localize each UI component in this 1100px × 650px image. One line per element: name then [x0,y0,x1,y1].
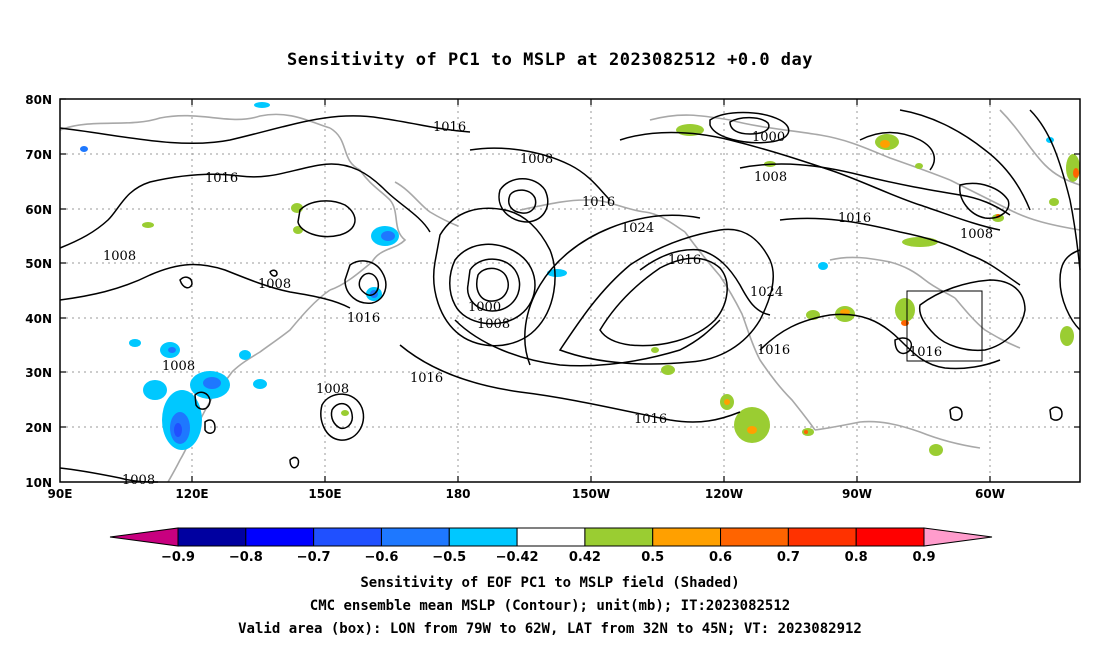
contour-labels: 1016 1016 1008 1008 1008 1016 1008 1008 … [103,120,993,488]
contour-label: 1024 [750,285,783,300]
contour-label: 1000 [752,130,785,145]
colorbar-tick-label: 0.9 [912,550,935,565]
coastlines [59,109,1081,483]
colorbar-segment [720,527,789,547]
tick-marks [60,98,1080,482]
lat-label: 70N [25,148,52,162]
lon-label: 150W [572,487,610,501]
latitude-labels: 80N 70N 60N 50N 40N 30N 20N 10N [25,93,52,490]
lat-label: 80N [25,93,52,107]
colorbar-tick-label: −0.5 [432,550,466,565]
contour-label: 1008 [960,227,993,242]
contour-label: 1008 [477,317,510,332]
contour-label: 1016 [838,211,871,226]
colorbar-tick-label: −0.6 [364,550,398,565]
colorbar-tick-label: −0.9 [161,550,195,565]
caption-line-3: Valid area (box): LON from 79W to 62W, L… [238,621,862,637]
colorbar-segment [516,527,586,547]
contour-label: 1016 [582,195,615,210]
colorbar-tick-label: 0.7 [777,550,800,565]
contour-label: 1008 [162,359,195,374]
lat-label: 60N [25,203,52,217]
colorbar-segment [313,527,382,547]
colorbar-segment [177,527,247,547]
contour-label: 1008 [520,152,553,167]
contour-label: 1016 [205,171,238,186]
lon-label: 180 [445,487,470,501]
contour-label: 1016 [347,311,380,326]
caption-line-1: Sensitivity of EOF PC1 to MSLP field (Sh… [360,575,740,591]
colorbar-segment [787,527,857,547]
lon-label: 90W [842,487,872,501]
chart-title: Sensitivity of PC1 to MSLP at 2023082512… [286,50,813,70]
colorbar-end-high [923,527,993,547]
map-frame [59,98,1081,483]
contour-label: 1008 [258,277,291,292]
contour-label: 1000 [468,300,501,315]
colorbar-segment [448,527,518,547]
lon-label: 120E [175,487,208,501]
contour-label: 1008 [754,170,787,185]
lat-label: 30N [25,366,52,380]
colorbar-segment [652,527,722,547]
colorbar-labels: −0.9 −0.8 −0.7 −0.6 −0.5 −0.42 0.42 0.5 0.6 0.7 0.… [161,550,935,565]
colorbar-tick-label: 0.5 [641,550,664,565]
contour-label: 1016 [668,253,701,268]
colorbar-tick-label: −0.42 [496,550,539,565]
colorbar-segment [380,527,450,547]
colorbar-end-low [109,527,179,547]
lon-label: 120W [705,487,743,501]
contour-label: 1008 [103,249,136,264]
lon-label: 150E [308,487,341,501]
lat-label: 40N [25,312,52,326]
caption-line-2: CMC ensemble mean MSLP (Contour); unit(m… [309,598,791,614]
contour-label: 1016 [909,345,942,360]
lat-label: 20N [25,421,52,435]
contour-label: 1024 [621,221,654,236]
colorbar-tick-label: 0.42 [569,550,601,565]
colorbar-segment [584,527,654,547]
contour-label: 1016 [757,343,790,358]
lon-label: 60W [975,487,1005,501]
contour-label: 1008 [122,473,155,488]
contour-label: 1016 [634,412,667,427]
colorbar-segment [245,527,315,547]
contour-label: 1008 [316,382,349,397]
colorbar-tick-label: −0.7 [297,550,331,565]
colorbar-tick-label: 0.8 [845,550,868,565]
colorbar [109,527,993,547]
lon-label: 90E [48,487,73,501]
contour-label: 1016 [433,120,466,135]
longitude-labels: 90E 120E 150E 180 150W 120W 90W 60W [48,487,1005,501]
mslp-contours [59,109,1081,483]
colorbar-tick-label: 0.6 [709,550,732,565]
valid-area-box [906,290,983,362]
colorbar-segment [855,527,925,547]
colorbar-tick-label: −0.8 [229,550,263,565]
lat-label: 10N [25,476,52,490]
contour-label: 1016 [410,371,443,386]
lat-label: 50N [25,257,52,271]
